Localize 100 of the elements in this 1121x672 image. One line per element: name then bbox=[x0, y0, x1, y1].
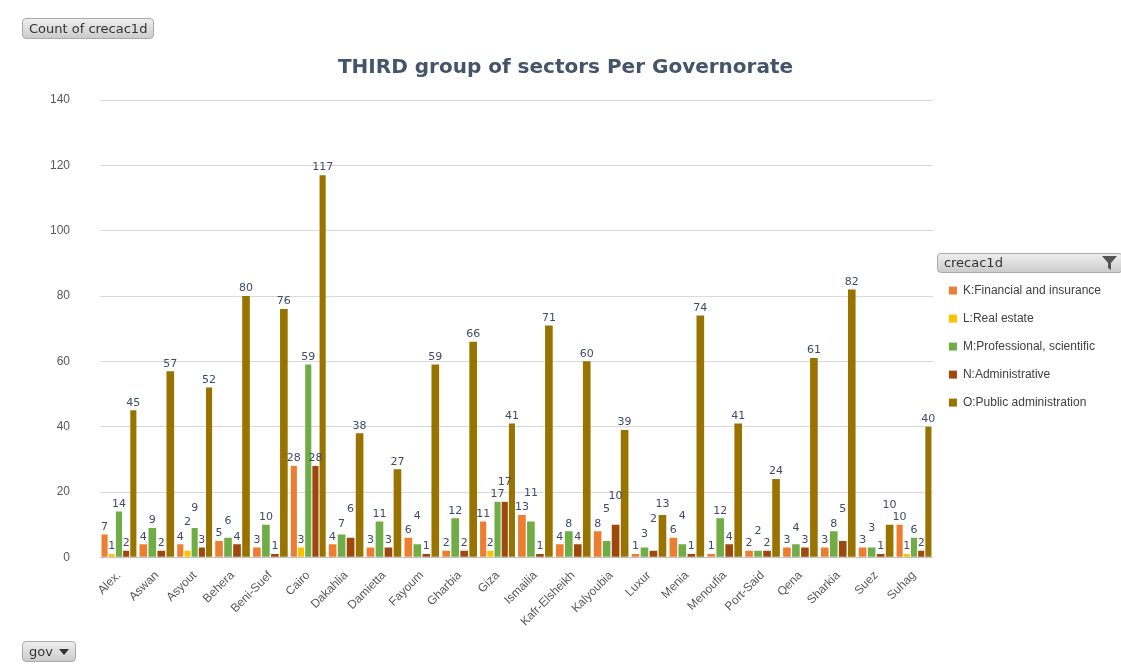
data-label: 6 bbox=[224, 514, 232, 528]
y-tick-label: 0 bbox=[63, 549, 71, 564]
data-label: 59 bbox=[301, 349, 316, 363]
bar bbox=[108, 554, 115, 557]
bar bbox=[431, 364, 440, 557]
bar bbox=[101, 534, 108, 557]
data-label: 2 bbox=[460, 536, 468, 550]
bar bbox=[678, 544, 687, 557]
y-tick-label: 80 bbox=[56, 288, 71, 303]
bar bbox=[280, 309, 288, 557]
data-label: 17 bbox=[490, 487, 505, 501]
data-label: 3 bbox=[297, 532, 305, 546]
bar bbox=[763, 550, 771, 557]
bar bbox=[224, 537, 232, 557]
bar bbox=[611, 524, 620, 557]
bar bbox=[422, 554, 431, 557]
data-label: 60 bbox=[579, 346, 594, 360]
bar bbox=[658, 514, 667, 557]
data-label: 9 bbox=[148, 513, 156, 527]
data-label: 57 bbox=[163, 356, 178, 370]
bar bbox=[337, 534, 346, 557]
bar bbox=[480, 521, 487, 557]
data-label: 11 bbox=[476, 506, 491, 520]
data-label: 14 bbox=[111, 496, 126, 510]
y-tick-label: 60 bbox=[56, 353, 71, 368]
bar bbox=[620, 429, 629, 557]
data-label: 4 bbox=[176, 529, 184, 543]
bar bbox=[649, 550, 658, 557]
legend-label: O:Public administration bbox=[962, 394, 1087, 409]
bar bbox=[487, 550, 494, 557]
data-label: 66 bbox=[466, 327, 481, 341]
bar bbox=[829, 531, 838, 557]
bar bbox=[792, 544, 800, 557]
data-label: 10 bbox=[882, 498, 897, 512]
data-label: 1 bbox=[422, 539, 430, 553]
bar bbox=[801, 547, 809, 557]
data-label: 1 bbox=[903, 539, 911, 553]
data-label: 4 bbox=[233, 529, 241, 543]
legend-label: M:Professional, scientific bbox=[962, 338, 1095, 353]
data-label: 71 bbox=[541, 310, 556, 324]
data-label: 10 bbox=[258, 510, 273, 524]
y-tick-label: 140 bbox=[49, 92, 71, 107]
data-label: 82 bbox=[844, 274, 859, 288]
data-label: 10 bbox=[892, 510, 907, 524]
bar bbox=[582, 361, 591, 557]
legend-label: K:Financial and insurance bbox=[962, 282, 1102, 297]
bar bbox=[215, 541, 223, 557]
data-label: 4 bbox=[725, 529, 733, 543]
y-tick-label: 20 bbox=[56, 484, 71, 499]
bar bbox=[262, 524, 270, 557]
data-label: 2 bbox=[754, 524, 762, 538]
bar bbox=[573, 544, 582, 557]
data-label: 8 bbox=[565, 516, 573, 530]
legend-label: L:Real estate bbox=[962, 310, 1034, 325]
bar bbox=[545, 325, 553, 557]
bar bbox=[838, 541, 847, 557]
data-label: 9 bbox=[191, 501, 199, 515]
data-label: 3 bbox=[801, 532, 809, 546]
bar bbox=[734, 423, 742, 557]
data-label: 40 bbox=[921, 412, 936, 426]
data-label: 11 bbox=[523, 485, 538, 499]
chart-title: THIRD group of sectors Per Governorate bbox=[337, 54, 794, 79]
bar bbox=[404, 537, 413, 557]
data-label: 2 bbox=[122, 536, 130, 550]
data-label: 38 bbox=[352, 418, 367, 432]
bar bbox=[696, 315, 705, 557]
bar bbox=[469, 341, 477, 557]
bar bbox=[772, 478, 780, 557]
bar bbox=[393, 469, 402, 557]
data-label: 3 bbox=[384, 532, 392, 546]
y-tick-label: 100 bbox=[49, 222, 71, 237]
data-label: 4 bbox=[556, 529, 564, 543]
data-label: 39 bbox=[617, 415, 632, 429]
data-label: 117 bbox=[312, 160, 334, 174]
bar bbox=[564, 531, 573, 557]
data-label: 1 bbox=[108, 539, 116, 553]
bar bbox=[527, 521, 535, 557]
data-label: 4 bbox=[678, 508, 686, 522]
x-tick-label: Giza bbox=[474, 567, 503, 596]
data-label: 4 bbox=[329, 529, 337, 543]
data-label: 3 bbox=[821, 532, 829, 546]
data-label: 3 bbox=[198, 532, 206, 546]
data-label: 6 bbox=[347, 502, 355, 516]
data-label: 6 bbox=[910, 523, 918, 537]
bar bbox=[876, 554, 885, 557]
data-label: 4 bbox=[574, 529, 582, 543]
bar bbox=[413, 544, 422, 557]
data-label: 4 bbox=[413, 508, 421, 522]
bar bbox=[820, 547, 829, 557]
data-label: 2 bbox=[486, 536, 494, 550]
bar bbox=[896, 524, 903, 557]
bar bbox=[555, 544, 564, 557]
bar bbox=[184, 550, 191, 557]
bar bbox=[451, 518, 460, 557]
data-label: 2 bbox=[745, 536, 753, 550]
bar bbox=[754, 550, 762, 557]
bar bbox=[631, 554, 640, 557]
bar bbox=[847, 289, 856, 557]
bar bbox=[130, 410, 137, 557]
bar bbox=[716, 518, 725, 557]
